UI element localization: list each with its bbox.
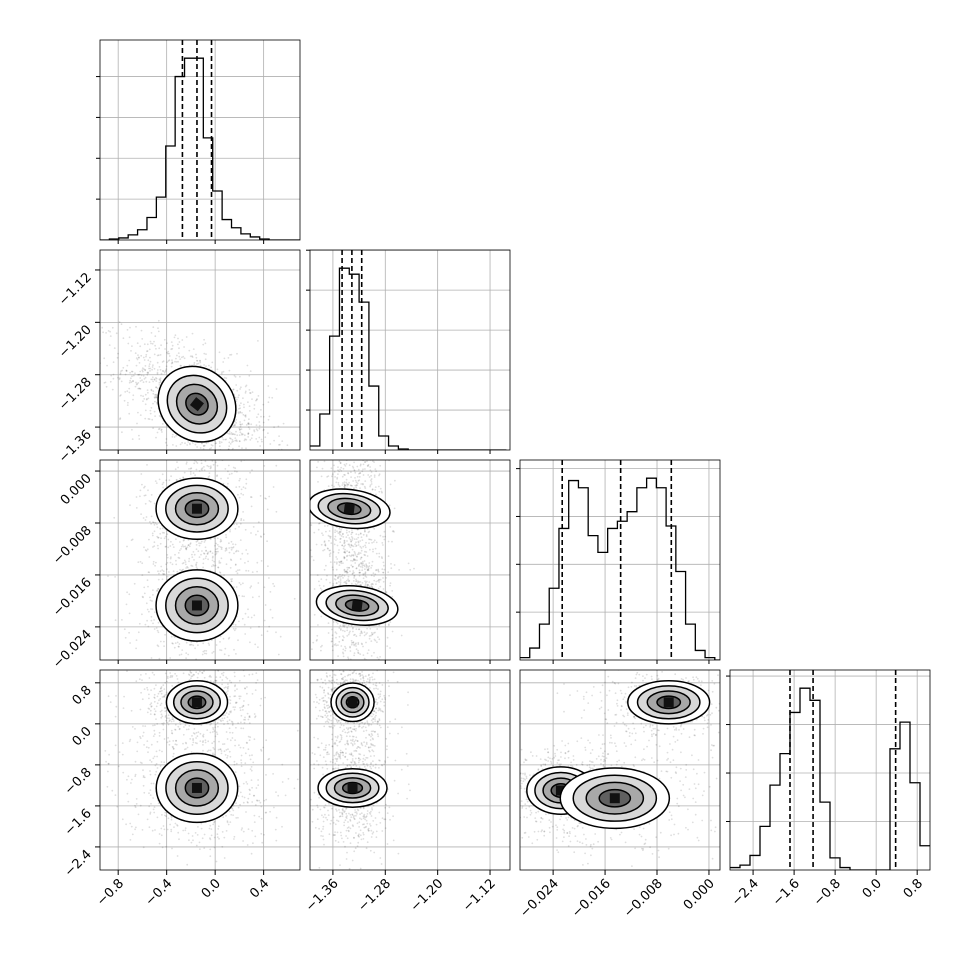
x-tick-label: −1.36	[303, 876, 342, 915]
y-tick-label: −1.28	[56, 375, 95, 414]
panel-1-0	[99, 249, 301, 451]
y-tick-label: 0.8	[70, 683, 95, 708]
y-tick-label: −0.016	[50, 575, 95, 620]
x-tick-label: −0.024	[517, 876, 562, 921]
density-peak	[347, 782, 358, 793]
density-peak	[191, 782, 202, 793]
panel-frame	[519, 669, 721, 871]
y-tick-label: −1.20	[56, 323, 95, 362]
x-tick-label: 0.000	[681, 876, 718, 913]
panel-frame	[729, 669, 931, 871]
density-peak	[609, 793, 620, 804]
sample-points	[310, 460, 415, 660]
density-contours	[627, 680, 711, 725]
histogram-step-1	[310, 267, 507, 450]
x-tick-label: −0.4	[143, 876, 176, 909]
panel-frame	[309, 459, 511, 661]
panel-frame	[519, 459, 721, 661]
panel-frame	[99, 39, 301, 241]
x-tick-label: −1.20	[408, 876, 447, 915]
density-peak	[663, 697, 674, 708]
panel-frame	[99, 249, 301, 451]
density-contours	[559, 767, 671, 830]
x-tick-label: 0.4	[247, 876, 272, 901]
panel-2-0	[99, 459, 301, 661]
x-tick-label: −1.28	[355, 876, 394, 915]
density-peak	[555, 785, 566, 796]
y-tick-label: −1.12	[56, 270, 95, 309]
panel-0-0	[96, 39, 301, 241]
y-tick-label: 0.000	[58, 471, 95, 508]
panel-3-1	[309, 669, 511, 871]
x-tick-label: −2.4	[729, 876, 762, 909]
density-peak	[343, 503, 355, 515]
x-tick-label: 0.0	[860, 876, 885, 901]
x-tick-label: 0.8	[901, 876, 926, 901]
x-tick-label: −0.008	[621, 876, 666, 921]
density-contours	[157, 365, 237, 443]
x-tick-label: −0.8	[94, 876, 127, 909]
y-tick-label: −0.008	[50, 523, 95, 568]
y-tick-label: −1.6	[62, 806, 95, 839]
density-peak	[347, 697, 358, 708]
y-tick-label: −2.4	[62, 847, 95, 880]
density-peak	[191, 600, 202, 611]
density-peak	[191, 503, 202, 514]
density-contours	[155, 569, 239, 642]
x-tick-label: −1.6	[770, 876, 803, 909]
panel-1-1	[306, 249, 511, 451]
density-contours	[315, 584, 399, 626]
panel-frame	[309, 669, 511, 871]
density-contours	[155, 752, 239, 824]
density-peak	[189, 397, 204, 412]
histogram-step-0	[100, 57, 300, 240]
histogram-step-2	[520, 477, 720, 660]
density-contours	[330, 682, 375, 723]
panel-frame	[99, 459, 301, 661]
x-tick-label: −0.8	[811, 876, 844, 909]
sample-points	[520, 670, 720, 867]
density-contours	[317, 767, 388, 808]
sample-points	[310, 670, 411, 870]
panel-frame	[99, 669, 301, 871]
y-tick-label: −1.36	[56, 427, 95, 466]
x-tick-label: 0.0	[199, 876, 224, 901]
density-peak	[351, 599, 363, 612]
density-contours	[310, 488, 391, 530]
panel-2-1	[309, 459, 511, 661]
panel-2-2	[516, 459, 721, 661]
y-tick-label: 0.0	[70, 724, 95, 749]
x-tick-label: −0.016	[569, 876, 614, 921]
panel-frame	[309, 249, 511, 451]
x-tick-label: −1.12	[460, 876, 499, 915]
panel-3-2	[519, 669, 721, 871]
panel-3-0	[99, 669, 301, 871]
panel-3-3	[726, 669, 931, 871]
histogram-step-3	[730, 687, 930, 870]
density-peak	[191, 697, 202, 708]
density-contours	[155, 477, 239, 540]
y-tick-label: −0.024	[50, 627, 95, 672]
y-tick-label: −0.8	[62, 765, 95, 798]
density-contours	[165, 680, 229, 725]
